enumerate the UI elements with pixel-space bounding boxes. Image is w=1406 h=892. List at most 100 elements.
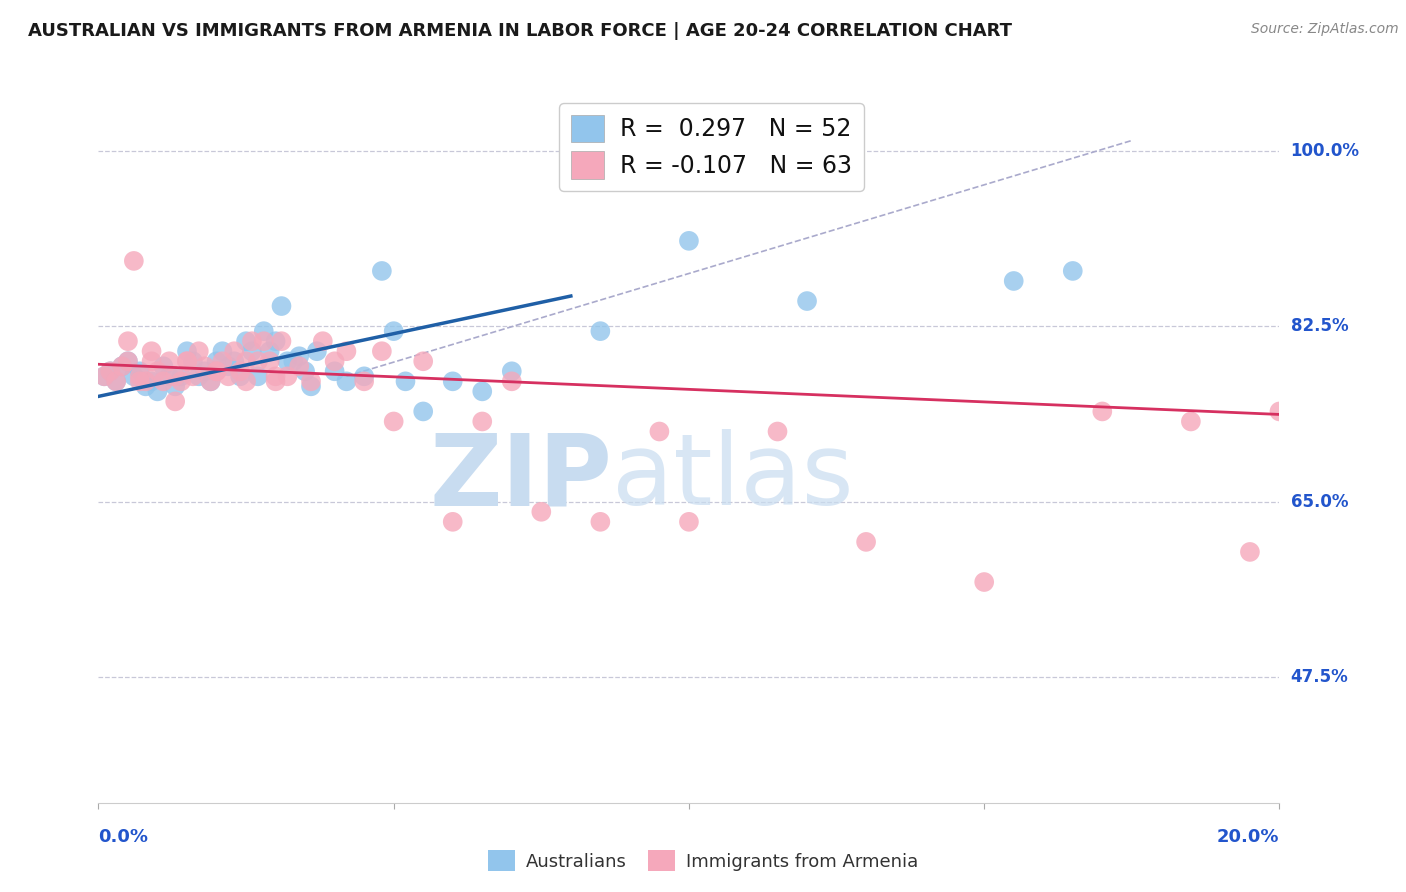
Point xyxy=(157,369,180,384)
Point xyxy=(264,369,287,384)
Point xyxy=(141,354,163,368)
Legend: R =  0.297   N = 52, R = -0.107   N = 63: R = 0.297 N = 52, R = -0.107 N = 63 xyxy=(560,103,865,191)
Point xyxy=(270,334,292,349)
Point xyxy=(235,334,257,349)
Point xyxy=(170,375,193,389)
Point xyxy=(382,414,405,429)
Point xyxy=(176,354,198,368)
Point xyxy=(1180,414,1202,429)
Point xyxy=(855,535,877,549)
Point xyxy=(194,359,217,374)
Legend: Australians, Immigrants from Armenia: Australians, Immigrants from Armenia xyxy=(481,843,925,879)
Point xyxy=(1239,545,1261,559)
Point xyxy=(382,324,405,338)
Point xyxy=(441,375,464,389)
Point xyxy=(1268,404,1291,418)
Point xyxy=(146,364,169,378)
Text: 65.0%: 65.0% xyxy=(1291,492,1348,511)
Point xyxy=(224,344,246,359)
Point xyxy=(264,375,287,389)
Point xyxy=(176,344,198,359)
Point xyxy=(353,375,375,389)
Point xyxy=(270,299,292,313)
Point xyxy=(253,334,276,349)
Point xyxy=(371,264,394,278)
Point xyxy=(98,364,121,378)
Point xyxy=(146,384,169,399)
Point xyxy=(205,364,228,378)
Text: Source: ZipAtlas.com: Source: ZipAtlas.com xyxy=(1251,22,1399,37)
Point xyxy=(105,375,128,389)
Point xyxy=(128,364,150,378)
Point xyxy=(294,364,316,378)
Point xyxy=(441,515,464,529)
Point xyxy=(217,359,239,374)
Point xyxy=(1002,274,1025,288)
Point xyxy=(299,379,322,393)
Point xyxy=(1062,264,1084,278)
Text: 82.5%: 82.5% xyxy=(1291,318,1348,335)
Point xyxy=(312,334,335,349)
Text: AUSTRALIAN VS IMMIGRANTS FROM ARMENIA IN LABOR FORCE | AGE 20-24 CORRELATION CHA: AUSTRALIAN VS IMMIGRANTS FROM ARMENIA IN… xyxy=(28,22,1012,40)
Point xyxy=(152,359,174,374)
Point xyxy=(117,354,139,368)
Point xyxy=(246,354,269,368)
Point xyxy=(128,369,150,384)
Point xyxy=(135,379,157,393)
Point xyxy=(165,369,187,384)
Point xyxy=(200,375,222,389)
Point xyxy=(187,369,209,384)
Point xyxy=(122,369,145,384)
Point xyxy=(276,369,298,384)
Point xyxy=(217,369,239,384)
Point xyxy=(211,354,233,368)
Point xyxy=(187,344,209,359)
Point xyxy=(240,334,263,349)
Point xyxy=(128,375,150,389)
Point xyxy=(117,334,139,349)
Point xyxy=(264,334,287,349)
Point xyxy=(229,364,252,378)
Point xyxy=(276,354,298,368)
Point xyxy=(122,254,145,268)
Point xyxy=(412,404,434,418)
Point xyxy=(973,575,995,590)
Point xyxy=(589,515,612,529)
Point xyxy=(111,359,134,374)
Point xyxy=(335,375,357,389)
Point xyxy=(678,234,700,248)
Point xyxy=(141,375,163,389)
Point xyxy=(93,369,115,384)
Point xyxy=(259,344,281,359)
Point xyxy=(766,425,789,439)
Point xyxy=(111,359,134,374)
Text: 100.0%: 100.0% xyxy=(1291,142,1360,160)
Point xyxy=(211,344,233,359)
Point xyxy=(157,354,180,368)
Point xyxy=(229,369,252,384)
Point xyxy=(412,354,434,368)
Point xyxy=(170,369,193,384)
Point xyxy=(181,354,204,368)
Point xyxy=(323,364,346,378)
Point xyxy=(235,375,257,389)
Point xyxy=(141,344,163,359)
Text: 47.5%: 47.5% xyxy=(1291,668,1348,686)
Point xyxy=(152,375,174,389)
Point xyxy=(176,354,198,368)
Point xyxy=(589,324,612,338)
Point xyxy=(335,344,357,359)
Point xyxy=(288,349,311,363)
Point xyxy=(181,369,204,384)
Point xyxy=(323,354,346,368)
Text: ZIP: ZIP xyxy=(429,429,612,526)
Point xyxy=(165,379,187,393)
Point xyxy=(259,354,281,368)
Point xyxy=(246,369,269,384)
Point xyxy=(105,375,128,389)
Point xyxy=(165,394,187,409)
Point xyxy=(117,354,139,368)
Point xyxy=(98,364,121,378)
Point xyxy=(471,384,494,399)
Point xyxy=(394,375,416,389)
